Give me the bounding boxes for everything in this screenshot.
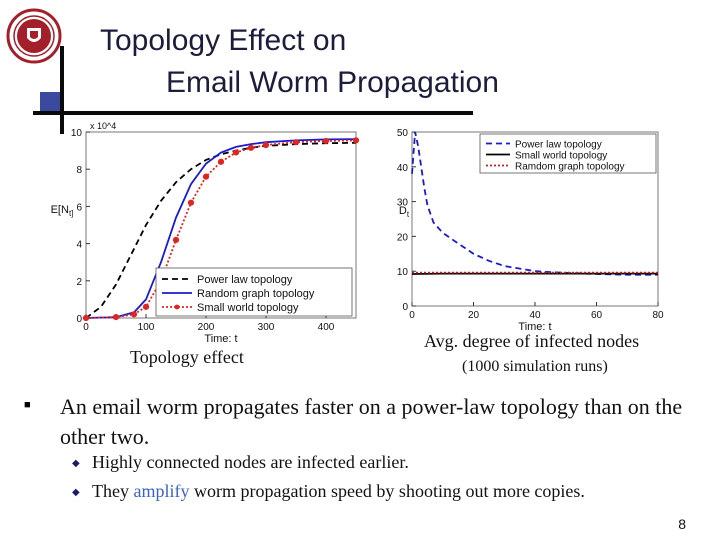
- caption-topology-effect: Topology effect: [130, 347, 244, 367]
- series-marker: [82, 314, 90, 322]
- legend-label-2: Small world topology: [197, 302, 299, 314]
- y-tick-label: 6: [76, 202, 82, 213]
- series-marker: [172, 236, 180, 243]
- series-line-0: [85, 141, 357, 319]
- slide-title-line2: Email Worm Propagation: [166, 66, 499, 99]
- y-tick-label: 4: [76, 240, 82, 251]
- page-number: 8: [678, 516, 686, 532]
- diamond-bullet-icon: ◆: [72, 487, 80, 498]
- sub-bullet-2-post: worm propagation speed by shooting out m…: [189, 481, 585, 501]
- x-tick-label: 300: [258, 322, 275, 333]
- x-tick-label: 80: [652, 310, 664, 321]
- y-tick-label: 0: [76, 314, 82, 325]
- series-marker: [352, 137, 360, 144]
- square-bullet-icon: ■: [24, 399, 31, 411]
- series-line-2: [85, 139, 357, 319]
- legend-label-2: Ramdom graph topology: [515, 162, 625, 173]
- x-tick-label: 60: [591, 310, 603, 321]
- series-marker: [247, 144, 255, 151]
- legend-label-0: Power law topology: [515, 140, 602, 151]
- infection-growth-chart: 0 100 200 300 400 0 2 4 6 8 10 Time: t E[Nt] x 10^4 Po…: [51, 121, 360, 345]
- series-marker: [322, 137, 330, 145]
- y-axis-label-sub: t: [407, 210, 410, 219]
- y-axis-label: E[Nt]: [51, 204, 74, 218]
- y-tick-label: 10: [397, 267, 409, 278]
- legend-label-1: Random graph topology: [197, 288, 315, 300]
- series-marker: [262, 141, 270, 149]
- x-tick-label: 40: [529, 310, 541, 321]
- x-axis-label: Time: t: [518, 321, 551, 333]
- y-tick-label: 10: [71, 128, 83, 139]
- caption-avg-degree: Avg. degree of infected nodes: [424, 331, 640, 351]
- university-seal-logo: [6, 8, 62, 64]
- series-marker: [142, 303, 150, 310]
- y-tick-label: 50: [397, 128, 409, 139]
- series-marker: [232, 149, 240, 156]
- y-tick-label: 2: [76, 277, 82, 288]
- legend-label-0: Power law topology: [197, 274, 293, 286]
- x-tick-label: 20: [468, 310, 480, 321]
- legend-marker: [174, 304, 180, 310]
- y-axis-label: Dt: [399, 205, 410, 219]
- caption-simulation-runs: (1000 simulation runs): [462, 358, 608, 375]
- y-tick-label: 0: [402, 302, 408, 313]
- slide-title-line1: Topology Effect on: [100, 24, 347, 57]
- series-marker: [187, 199, 195, 206]
- decor-horizontal-bar: [33, 111, 473, 115]
- legend-box: [155, 267, 353, 317]
- sub-bullet-2-pre: They: [92, 481, 134, 501]
- degree-chart: 0 20 40 60 80 0 10 20 30 40 50 Time: t Dt Power law t…: [397, 128, 664, 333]
- amplify-highlight: amplify: [133, 481, 190, 501]
- x-tick-label: 200: [198, 322, 215, 333]
- y-tick-label: 30: [397, 198, 409, 209]
- x-tick-label: 0: [409, 310, 415, 321]
- x-tick-label: 400: [318, 322, 335, 333]
- legend-box: [479, 133, 657, 174]
- x-axis-label: Time: t: [204, 333, 237, 345]
- y-tick-label: 20: [397, 232, 409, 243]
- sub-bullet-2-text: They amplify worm propagation speed by s…: [92, 481, 585, 502]
- legend-label-1: Small world topology: [515, 151, 607, 162]
- y-tick-label: 8: [76, 165, 82, 176]
- series-marker: [292, 139, 300, 146]
- y-multiplier-label: x 10^4: [90, 121, 116, 131]
- diamond-bullet-icon: ◆: [72, 458, 80, 469]
- decor-vertical-bar: [60, 46, 64, 134]
- series-marker: [112, 313, 120, 321]
- decor-blue-square: [40, 92, 60, 114]
- sub-bullet-1-text: Highly connected nodes are infected earl…: [92, 452, 409, 472]
- x-tick-label: 0: [83, 322, 89, 333]
- series-marker: [217, 158, 225, 165]
- y-axis-label-sub: t]: [69, 209, 73, 218]
- series-line-1: [85, 138, 357, 319]
- x-tick-label: 100: [138, 322, 155, 333]
- series-marker: [202, 173, 210, 180]
- series-marker: [130, 311, 138, 318]
- bullet-main-text: An email worm propagates faster on a pow…: [60, 394, 683, 449]
- y-tick-label: 40: [397, 163, 409, 174]
